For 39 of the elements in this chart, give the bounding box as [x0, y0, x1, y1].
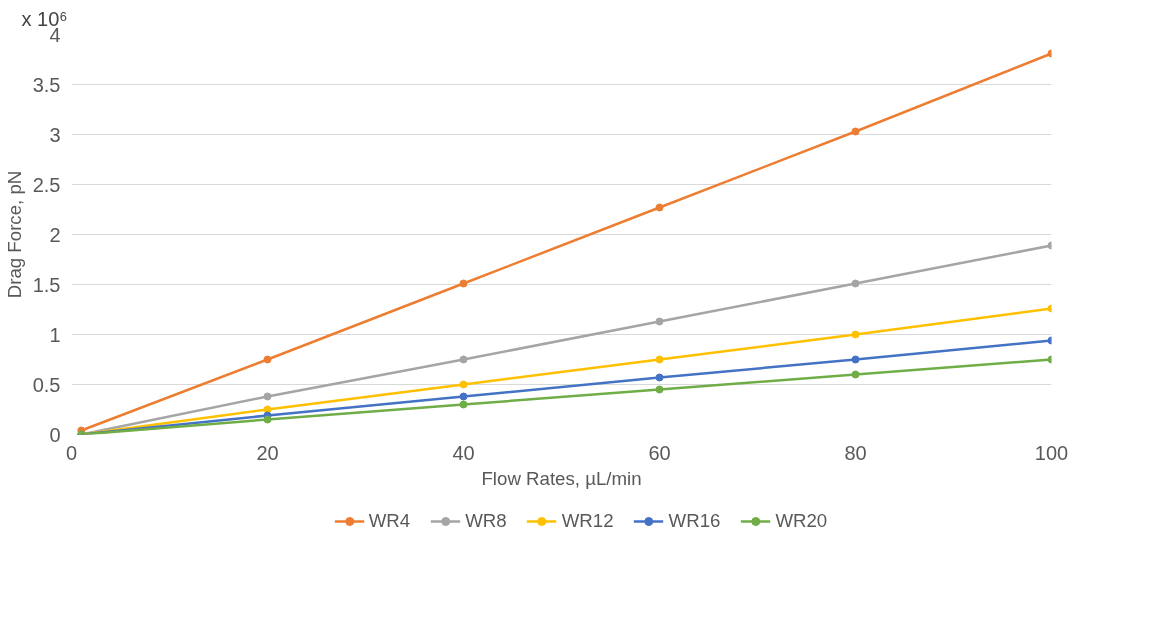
x-tick-label: 60	[648, 441, 671, 464]
point	[851, 370, 860, 379]
legend-label: WR20	[775, 510, 828, 532]
y-tick-label: 3	[49, 123, 61, 146]
point	[263, 392, 272, 401]
y-tick-label: 2	[49, 223, 61, 246]
point	[459, 392, 468, 401]
y-axis-title: Drag Force, pN	[3, 170, 25, 299]
point	[851, 330, 860, 339]
x-tick-label: 40	[452, 441, 475, 464]
point	[655, 203, 664, 212]
point	[459, 355, 468, 364]
y-tick-label: 2.5	[32, 173, 61, 196]
legend-label: WR8	[465, 510, 507, 532]
y-tick-label: 3.5	[32, 73, 61, 96]
point	[459, 279, 468, 288]
x-axis-title: Flow Rates, µL/min	[481, 467, 642, 489]
point	[655, 355, 664, 364]
y-tick-label: 1	[49, 323, 61, 346]
y-tick-label: 1.5	[32, 273, 61, 296]
y-tick-label: 0.5	[32, 373, 61, 396]
legend-label: WR12	[561, 510, 614, 532]
point	[851, 279, 860, 288]
point	[263, 415, 272, 424]
point	[459, 400, 468, 409]
legend-label: WR16	[668, 510, 721, 532]
point	[263, 355, 272, 364]
x-tick-label: 80	[844, 441, 867, 464]
point	[851, 127, 860, 136]
point	[655, 385, 664, 394]
x-tick-label: 100	[1034, 441, 1069, 464]
x-tick-label: 0	[65, 441, 78, 464]
point	[655, 373, 664, 382]
x-tick-label: 20	[256, 441, 279, 464]
y-tick-label: 0	[49, 423, 61, 446]
point	[655, 317, 664, 326]
point	[851, 355, 860, 364]
legend-label: WR4	[368, 510, 411, 532]
point	[459, 380, 468, 389]
